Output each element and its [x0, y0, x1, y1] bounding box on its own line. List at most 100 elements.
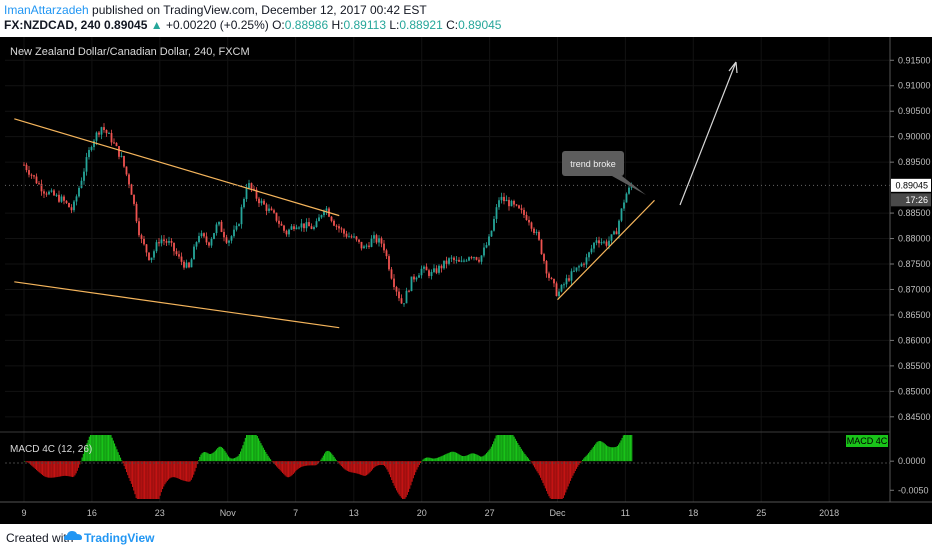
macd-bar: [540, 461, 542, 478]
time-scale[interactable]: 9 16 23 Nov 7 13 20 27 Dec 11 18 25 2018: [21, 508, 839, 518]
macd-bar: [615, 446, 617, 462]
macd-bar: [373, 461, 375, 469]
candle-body: [30, 174, 33, 176]
macd-bar: [609, 447, 611, 462]
candle-body: [158, 242, 160, 244]
macd-bar: [200, 454, 202, 462]
macd-bar: [362, 461, 364, 476]
macd-bar: [112, 440, 114, 462]
price-scale[interactable]: 0.91500 0.91000 0.90500 0.90000 0.89500 0.885…: [890, 55, 931, 495]
macd-bar: [152, 461, 154, 499]
macd-bar: [356, 461, 358, 474]
callout-pointer: [612, 176, 646, 195]
target-arrow-line: [679, 61, 737, 206]
candle-body: [488, 236, 490, 246]
candle-body: [145, 244, 148, 253]
macd-bar: [194, 461, 196, 472]
macd-bar: [240, 451, 242, 462]
author-link[interactable]: ImanAttarzadeh: [4, 3, 89, 17]
macd-bar: [628, 435, 630, 462]
macd-bar: [70, 461, 72, 477]
macd-bar: [442, 455, 444, 462]
macd-bar: [391, 461, 393, 481]
macd-bar: [472, 453, 474, 462]
macd-bar: [37, 461, 39, 472]
macd-bar: [528, 458, 530, 462]
candle-body: [398, 291, 400, 299]
macd-bar: [483, 455, 485, 462]
macd-bar: [462, 455, 464, 462]
macd-bar: [216, 449, 218, 462]
candle-body: [478, 259, 480, 262]
macd-bar: [489, 448, 491, 462]
candle-body: [325, 208, 328, 211]
annotation-callout[interactable]: trend broke: [562, 151, 646, 195]
macd-bar: [78, 461, 80, 468]
macd-bar: [68, 461, 70, 477]
candle-body: [285, 230, 288, 235]
open-label: O:: [272, 18, 285, 32]
macd-bar: [606, 445, 608, 462]
tradingview-link[interactable]: TradingView: [84, 531, 155, 545]
chart-area[interactable]: trend broke New Zealand Dollar/Canadian …: [0, 37, 932, 524]
macd-bar: [24, 461, 26, 462]
macd-bar: [336, 460, 338, 462]
macd-bar: [504, 435, 506, 462]
candle-body: [273, 210, 275, 213]
macd-bar: [397, 461, 399, 493]
macd-bar: [537, 461, 539, 474]
candle-body: [378, 238, 380, 243]
created-with-label: Created with: [6, 531, 74, 545]
candle-body: [505, 199, 508, 202]
candle-body: [288, 229, 290, 235]
macd-bar: [427, 457, 429, 462]
time-tick-label: Dec: [549, 508, 566, 518]
candle-body: [458, 259, 460, 262]
candle-body: [33, 175, 35, 177]
candle-body: [375, 235, 378, 243]
macd-bar: [369, 461, 371, 473]
macd-bar: [552, 461, 554, 499]
candle-body: [580, 263, 583, 267]
candle-body: [198, 236, 200, 243]
candle-body: [408, 290, 410, 292]
macd-bar: [612, 447, 614, 462]
annotation-text: trend broke: [570, 159, 616, 169]
macd-bar: [31, 461, 33, 466]
macd-bar: [352, 461, 354, 473]
candle-body: [335, 225, 338, 227]
candle-body: [453, 257, 455, 261]
candle-body: [515, 204, 518, 206]
macd-bar: [260, 443, 262, 462]
candle-body: [238, 224, 240, 226]
candle-body: [108, 132, 110, 134]
macd-bar: [205, 452, 207, 462]
candle-body: [608, 240, 610, 246]
macd-bar: [358, 461, 360, 475]
macd-bar: [564, 461, 566, 496]
candle-body: [500, 196, 503, 201]
macd-bar: [591, 448, 593, 462]
candles: [23, 123, 633, 307]
candle-body: [338, 226, 340, 229]
candle-body: [60, 196, 63, 202]
macd-bar: [198, 460, 200, 462]
candle-body: [598, 240, 600, 244]
candle-body: [148, 252, 150, 261]
macd-bar: [44, 461, 46, 477]
macd-bar: [272, 461, 274, 463]
macd-bar: [177, 461, 179, 479]
macd-bar: [544, 461, 546, 489]
macd-bar: [487, 451, 489, 462]
macd-bar: [288, 461, 290, 478]
low-label: L:: [389, 18, 400, 32]
macd-bar: [424, 457, 426, 462]
macd-bar: [385, 461, 387, 468]
macd-bar: [278, 461, 280, 470]
candle-body: [568, 278, 570, 281]
candle-body: [465, 260, 468, 262]
macd-bar: [97, 435, 99, 462]
macd-bar: [154, 461, 156, 499]
macd-bar: [420, 461, 422, 463]
macd-bar: [246, 435, 248, 462]
